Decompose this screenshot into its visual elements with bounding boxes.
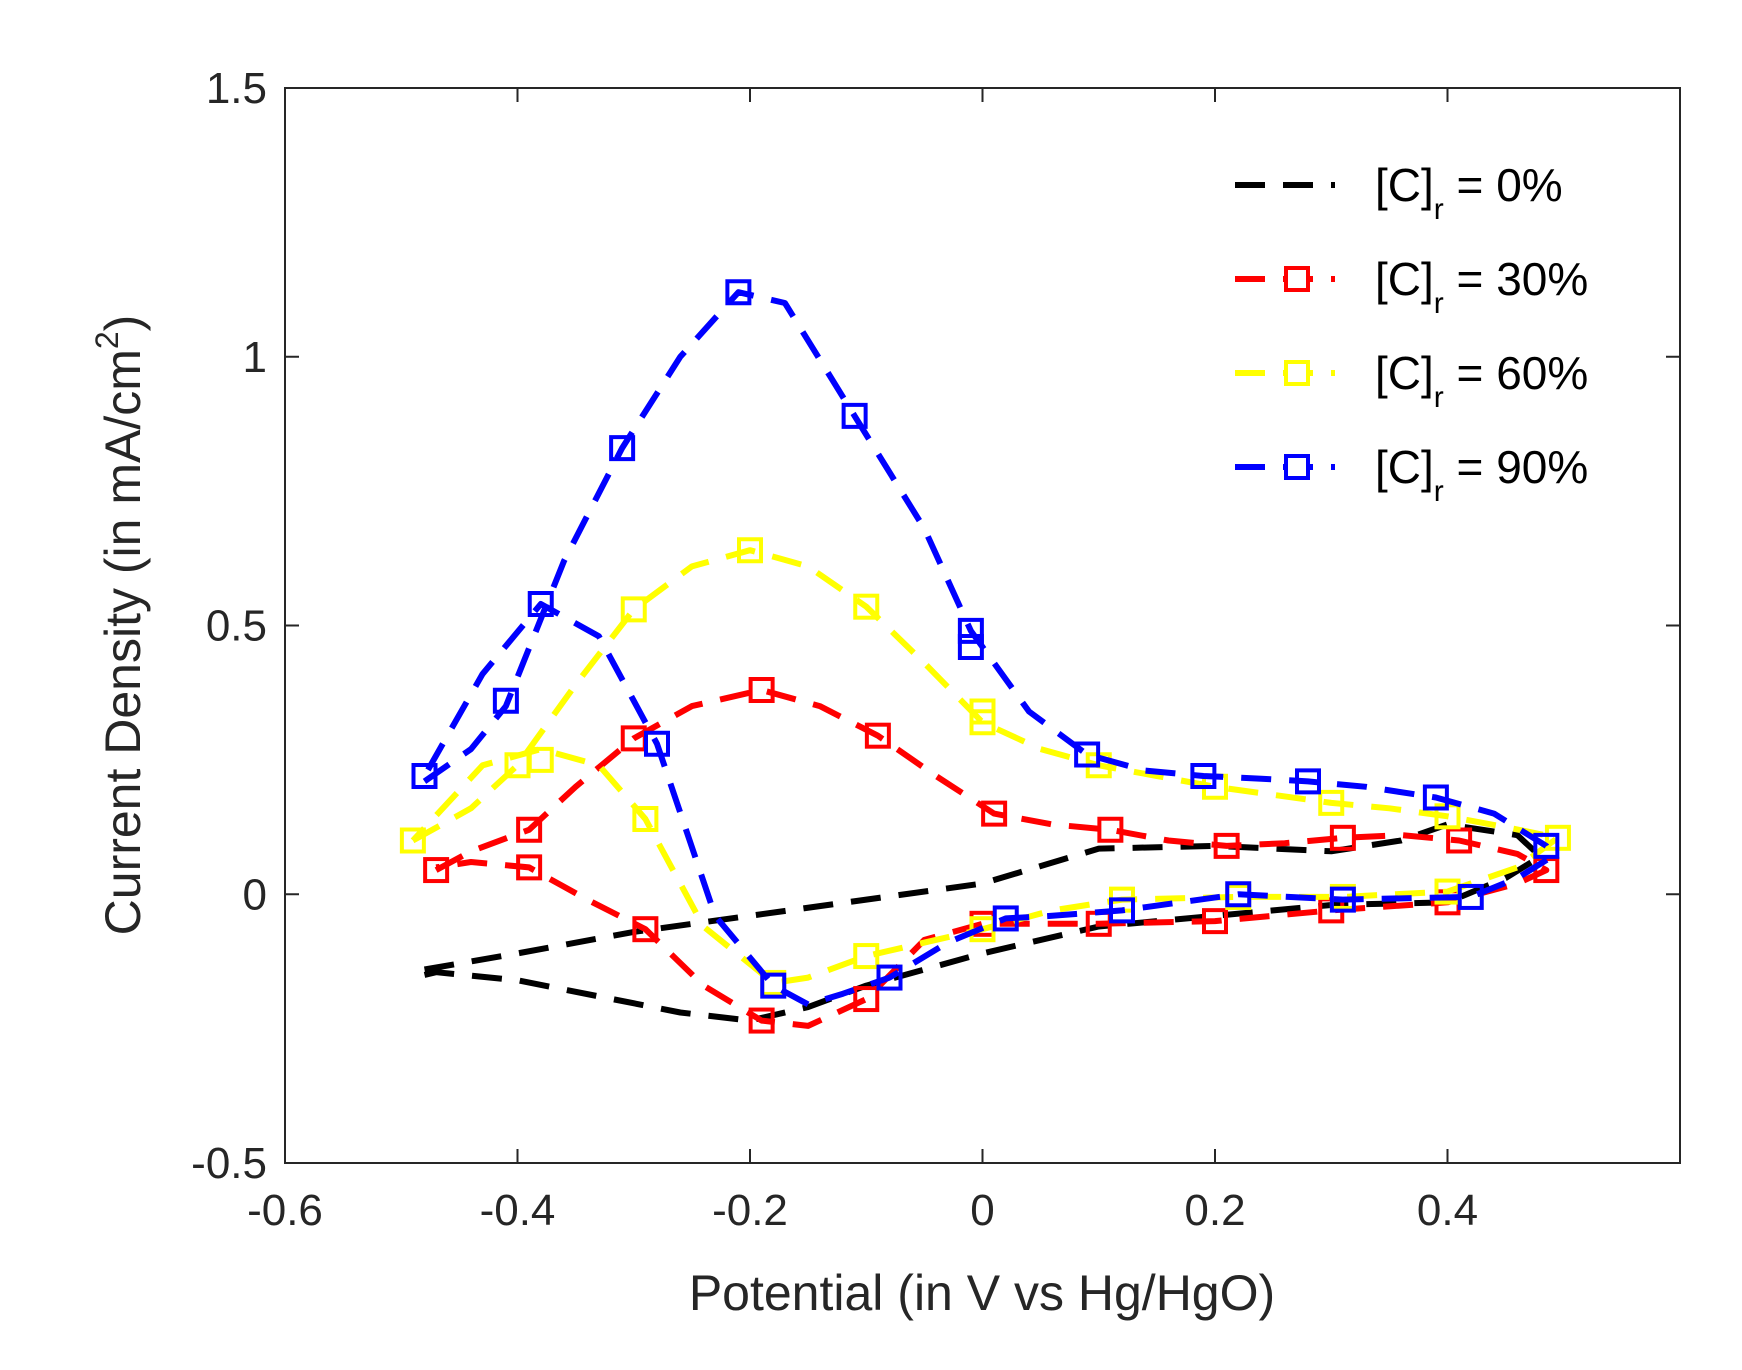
series-1-marker-4 [864, 722, 891, 749]
y-axis-title: Current Density (in mA/cm2) [89, 315, 151, 936]
series-3-marker-12 [1457, 883, 1484, 910]
legend-marker-2 [1284, 360, 1310, 386]
x-tick-label: -0.2 [712, 1186, 788, 1235]
legend-item-2: [C]r = 60% [1235, 347, 1588, 414]
series-1-marker-19 [516, 854, 543, 881]
y-tick-labels: -0.5 0 0.5 1 1.5 [191, 64, 267, 1188]
series-3-marker-3 [725, 279, 752, 306]
series-2-marker-0 [399, 827, 426, 854]
series-1-marker-6 [1097, 816, 1124, 843]
series-3-marker-0 [411, 763, 438, 789]
x-tick-label: -0.4 [480, 1186, 556, 1235]
series-3-marker-19 [644, 730, 670, 757]
series-1-marker-8 [1329, 824, 1356, 851]
series-2-marker-16 [853, 943, 880, 970]
series-3-marker-13 [1329, 886, 1356, 913]
legend-label-1: [C]r = 30% [1375, 253, 1588, 320]
series-2-marker-4 [853, 593, 880, 620]
y-axis-title-close: ) [95, 315, 151, 332]
series-3-marker-20 [527, 591, 554, 617]
series-3-marker-16 [992, 905, 1019, 932]
series-0 [423, 821, 1544, 1024]
series-1-marker-18 [632, 916, 659, 943]
legend: [C]r = 0% [C]r = 30% [C]r = 60% [C]r = 90% [1235, 159, 1588, 508]
x-tick-label: 0.4 [1417, 1186, 1478, 1235]
series-2-marker-2 [620, 596, 647, 623]
series-3-marker-15 [1109, 897, 1135, 924]
series-3-marker-8 [1190, 763, 1217, 789]
series-3-marker-2 [609, 435, 636, 462]
legend-label-0: [C]r = 0% [1375, 159, 1563, 226]
series-line-2 [410, 547, 1561, 986]
series-3-marker-6 [957, 634, 984, 660]
series-1-marker-13 [1202, 908, 1228, 935]
series-1-marker-5 [981, 800, 1008, 827]
plot-frame [284, 87, 1681, 1164]
series-line-0 [423, 821, 1544, 1024]
x-axis-title: Potential (in V vs Hg/HgO) [689, 1265, 1275, 1321]
legend-marker-3 [1284, 454, 1310, 480]
series-1-marker-17 [748, 1007, 775, 1034]
series-3-marker-9 [1295, 768, 1321, 795]
legend-item-1: [C]r = 30% [1235, 253, 1588, 320]
series-2-marker-3 [737, 537, 763, 564]
legend-marker-1 [1284, 266, 1310, 292]
series-1-marker-16 [853, 986, 880, 1013]
legend-item-3: [C]r = 90% [1235, 441, 1588, 508]
series-3 [411, 279, 1560, 1008]
y-tick-label: 1 [243, 333, 267, 382]
series-1-marker-7 [1213, 832, 1240, 859]
y-tick-label: 0.5 [206, 602, 267, 651]
series-2-marker-18 [632, 806, 659, 832]
legend-label-2: [C]r = 60% [1375, 347, 1588, 414]
legend-item-0: [C]r = 0% [1235, 159, 1563, 226]
series-2-marker-8 [1318, 789, 1345, 816]
x-tick-label: 0.2 [1184, 1186, 1245, 1235]
series-3-marker-7 [1074, 741, 1101, 768]
x-tick-labels: -0.6 -0.4 -0.2 0 0.2 0.4 [247, 1186, 1478, 1235]
y-axis-title-main: Current Density (in mA/cm [95, 349, 151, 935]
series-3-marker-17 [876, 964, 903, 991]
series-1-marker-0 [423, 857, 450, 884]
x-tick-label: -0.6 [247, 1186, 323, 1235]
series-1-marker-9 [1446, 827, 1473, 854]
y-axis-title-superscript: 2 [89, 331, 125, 349]
series-3-marker-4 [841, 402, 868, 429]
series-3-marker-14 [1225, 881, 1252, 908]
series-1-marker-1 [516, 816, 543, 843]
series-3-marker-18 [760, 972, 787, 999]
series-layer [399, 279, 1571, 1034]
y-tick-label: 1.5 [206, 64, 267, 113]
series-2-marker-20 [969, 698, 996, 725]
series-line-3 [421, 289, 1556, 1008]
legend-label-3: [C]r = 90% [1375, 441, 1588, 508]
series-1-marker-3 [748, 677, 775, 703]
y-tick-label: 0 [243, 870, 267, 919]
series-line-1 [434, 687, 1550, 1029]
series-3-marker-11 [1533, 832, 1560, 859]
series-3-marker-5 [957, 617, 984, 644]
series-2-marker-19 [527, 746, 554, 773]
y-tick-label: -0.5 [191, 1139, 267, 1188]
series-3-marker-10 [1422, 784, 1449, 811]
series-3-marker-1 [492, 687, 519, 714]
x-tick-label: 0 [970, 1186, 994, 1235]
